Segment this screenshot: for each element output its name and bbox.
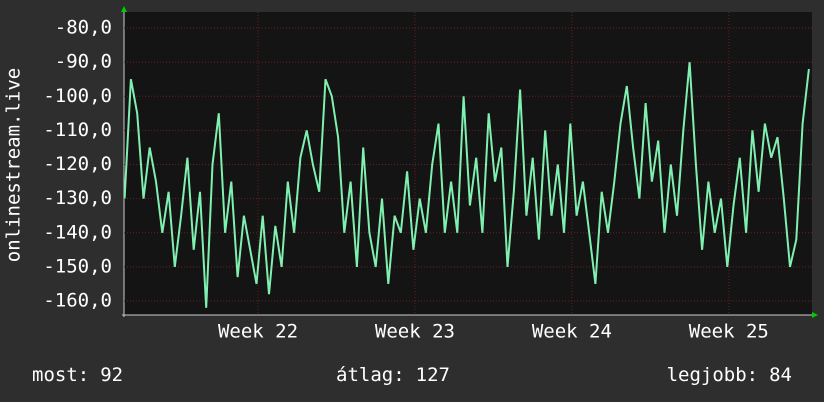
x-tick-label: Week 23: [375, 321, 455, 343]
x-arrow: [812, 312, 818, 318]
y-tick-label: -150,0: [43, 255, 112, 277]
stat-label: legjobb:: [667, 364, 759, 386]
y-arrow: [121, 6, 127, 12]
stat: most: 92: [32, 364, 123, 386]
stat-value: 92: [100, 364, 123, 386]
y-axis-label: onlinestream.live: [3, 68, 25, 262]
stat-value: 84: [769, 364, 792, 386]
stat-label: átlag:: [336, 364, 405, 386]
y-tick-label: -120,0: [43, 153, 112, 175]
y-tick-label: -90,0: [55, 51, 112, 73]
y-tick-label: -100,0: [43, 85, 112, 107]
stat-label: most:: [32, 364, 89, 386]
x-tick-label: Week 22: [218, 321, 298, 343]
x-tick-label: Week 25: [689, 321, 769, 343]
y-tick-label: -160,0: [43, 290, 112, 312]
y-tick-label: -110,0: [43, 119, 112, 141]
stat: átlag: 127: [336, 364, 450, 386]
x-tick-label: Week 24: [532, 321, 612, 343]
stat: legjobb: 84: [667, 364, 792, 386]
y-tick-label: -80,0: [55, 17, 112, 39]
y-tick-label: -140,0: [43, 221, 112, 243]
data-line: [123, 62, 810, 308]
stat-value: 127: [416, 364, 450, 386]
y-tick-label: -130,0: [43, 187, 112, 209]
